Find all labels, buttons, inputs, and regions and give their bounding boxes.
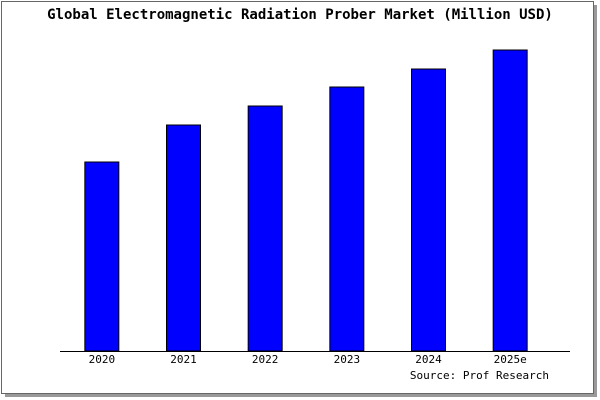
- x-tick-label: 2021: [170, 353, 197, 366]
- x-tick-label: 2025e: [494, 353, 527, 366]
- bar: [492, 49, 528, 352]
- source-note: Source: Prof Research: [410, 369, 549, 382]
- x-tick-label: 2023: [334, 353, 361, 366]
- x-tick-label: 2024: [415, 353, 442, 366]
- bar: [247, 105, 283, 352]
- chart-title: Global Electromagnetic Radiation Prober …: [47, 7, 553, 23]
- bar: [166, 124, 201, 352]
- bar: [329, 86, 365, 352]
- x-tick-label: 2020: [89, 353, 116, 366]
- bar: [84, 161, 120, 352]
- x-tick-label: 2022: [252, 353, 279, 366]
- bar: [411, 68, 446, 352]
